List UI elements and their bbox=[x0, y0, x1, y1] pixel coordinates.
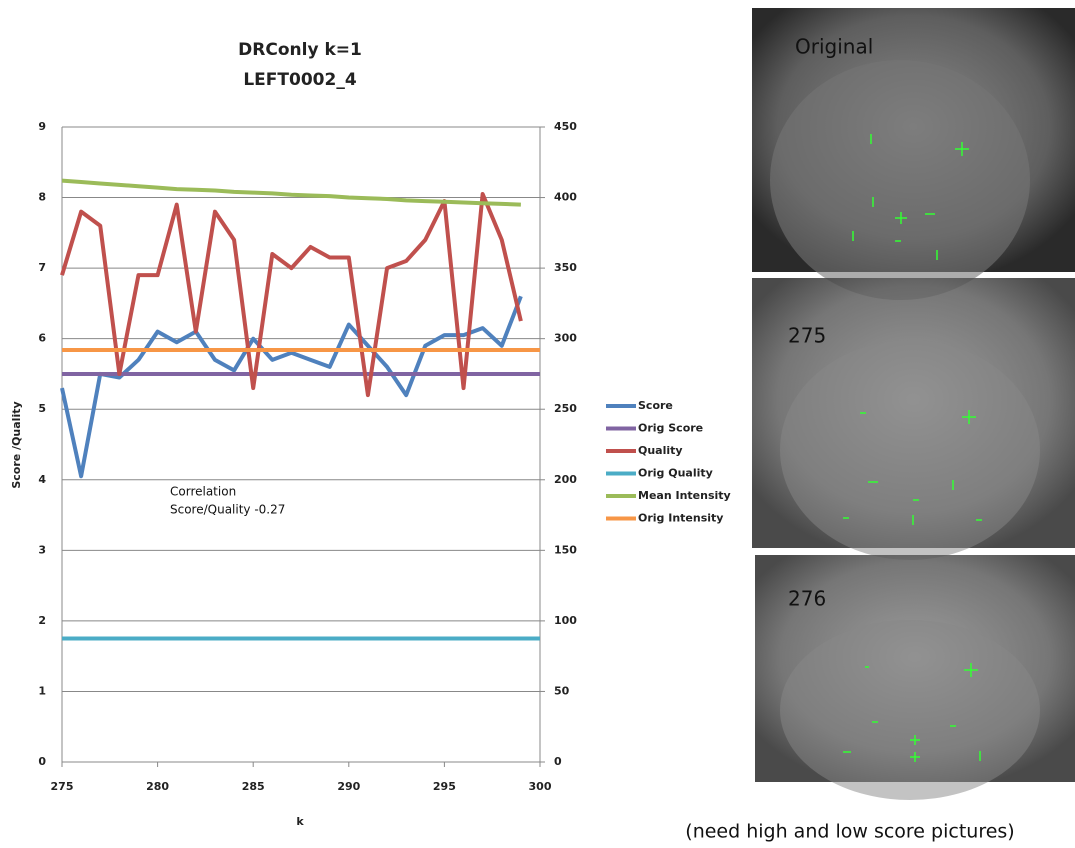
y-tick-label: 5 bbox=[38, 402, 46, 415]
face-panels: Original 275 276 (need high and low scor… bbox=[685, 8, 1075, 843]
y2-tick-label: 50 bbox=[554, 684, 570, 697]
y2-tick-label: 250 bbox=[554, 402, 577, 415]
image-label: 276 bbox=[788, 587, 826, 611]
y-tick-label: 9 bbox=[38, 120, 46, 133]
y-tick-label: 4 bbox=[38, 473, 46, 486]
legend-label: Mean Intensity bbox=[638, 489, 731, 502]
y-tick-label: 3 bbox=[38, 543, 46, 556]
image-label: Original bbox=[795, 35, 873, 59]
legend-label: Quality bbox=[638, 444, 683, 457]
x-tick-label: 285 bbox=[242, 780, 265, 793]
legend-label: Orig Quality bbox=[638, 467, 713, 480]
y-tick-label: 0 bbox=[38, 755, 46, 768]
chart-title: DRConly k=1 bbox=[238, 40, 362, 60]
legend-label: Orig Intensity bbox=[638, 512, 723, 525]
x-tick-label: 295 bbox=[433, 780, 456, 793]
y2-tick-label: 0 bbox=[554, 755, 562, 768]
legend-label: Score bbox=[638, 399, 673, 412]
series-line bbox=[60, 295, 523, 479]
series-line bbox=[61, 178, 521, 207]
x-tick-label: 300 bbox=[529, 780, 552, 793]
y2-tick-label: 150 bbox=[554, 543, 577, 556]
y2-tick-label: 300 bbox=[554, 332, 577, 345]
y2-tick-label: 450 bbox=[554, 120, 577, 133]
caption: (need high and low score pictures) bbox=[685, 821, 1014, 843]
y-tick-label: 1 bbox=[38, 684, 46, 697]
y2-tick-label: 400 bbox=[554, 191, 577, 204]
y2-tick-label: 200 bbox=[554, 473, 577, 486]
legend-label: Orig Score bbox=[638, 422, 703, 435]
y-tick-label: 7 bbox=[38, 261, 46, 274]
chart: DRConly k=1 LEFT0002_4 0 1 2 3 4 5 6 7 8 9 0 50 100 150… bbox=[10, 40, 731, 828]
y-tick-label: 8 bbox=[38, 191, 46, 204]
annotation: Score/Quality -0.27 bbox=[170, 503, 285, 517]
y-tick-label: 6 bbox=[38, 332, 46, 345]
x-tick-label: 290 bbox=[337, 780, 360, 793]
y2-tick-label: 350 bbox=[554, 261, 577, 274]
face-image: 276 bbox=[755, 555, 1075, 800]
y-axis-label: Score /Quality bbox=[10, 401, 23, 488]
chart-title: LEFT0002_4 bbox=[243, 70, 356, 90]
y2-tick-label: 100 bbox=[554, 614, 577, 627]
image-label: 275 bbox=[788, 324, 826, 348]
x-tick-label: 275 bbox=[51, 780, 74, 793]
annotation: Correlation bbox=[170, 485, 236, 499]
y-tick-label: 2 bbox=[38, 614, 46, 627]
face-image: 275 bbox=[752, 278, 1075, 560]
landmarks bbox=[843, 134, 982, 762]
x-tick-label: 280 bbox=[146, 780, 169, 793]
x-axis-label: k bbox=[296, 815, 304, 828]
face-image: Original bbox=[752, 8, 1075, 300]
